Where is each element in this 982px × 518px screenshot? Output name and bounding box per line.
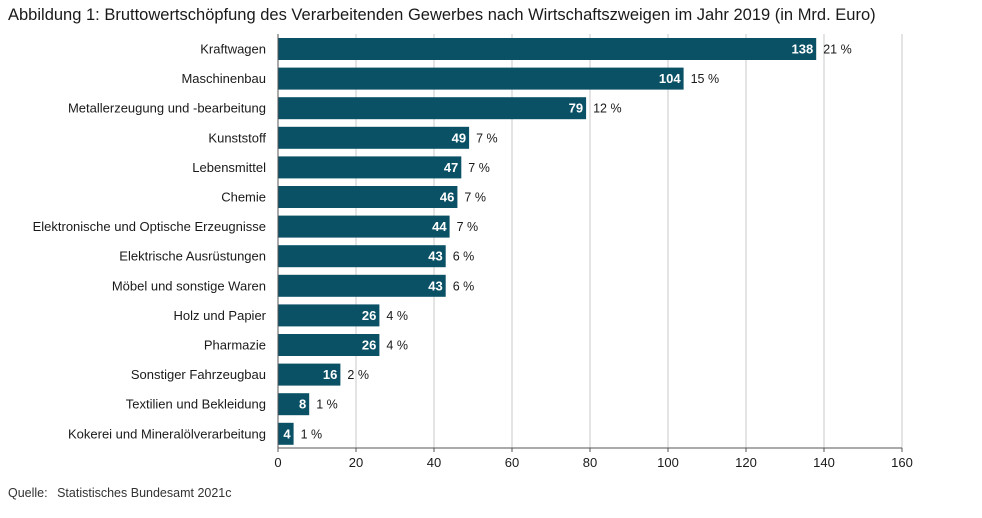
- bar: [278, 363, 341, 386]
- category-label: Sonstiger Fahrzeugbau: [131, 367, 266, 382]
- x-tick-label: 0: [274, 455, 281, 470]
- bar: [278, 334, 380, 356]
- x-tick-label: 20: [349, 455, 363, 470]
- category-label: Elektronische und Optische Erzeugnisse: [33, 219, 266, 234]
- source-text: Statistisches Bundesamt 2021c: [57, 486, 232, 500]
- category-label: Elektrische Ausrüstungen: [119, 249, 266, 264]
- bar: [278, 274, 446, 297]
- bar: [278, 215, 450, 238]
- gridlines: [355, 34, 903, 448]
- value-label: 26: [362, 308, 376, 323]
- percent-label: 6 %: [453, 279, 475, 293]
- bar: [278, 422, 294, 445]
- percent-label: 1 %: [316, 398, 338, 412]
- value-labels: 138 104 79 49 47 46 44 43 43 26 26 16 84: [283, 42, 813, 442]
- chart-title: Abbildung 1: Bruttowertschöpfung des Ver…: [8, 6, 876, 24]
- category-label: Maschinenbau: [181, 71, 266, 86]
- x-axis: 0 20 40 60 80 100 120 140 160: [274, 34, 913, 470]
- category-label: Kraftwagen: [200, 42, 266, 57]
- percent-label: 7 %: [457, 220, 479, 234]
- value-label: 44: [432, 219, 447, 234]
- bar: [278, 97, 587, 120]
- category-label: Kokerei und Mineralölverarbeitung: [68, 426, 266, 441]
- x-tick-label: 80: [583, 455, 597, 470]
- value-label: 104: [659, 71, 681, 86]
- percent-label: 4 %: [386, 309, 408, 323]
- source-note: Quelle: Statistisches Bundesamt 2021c: [8, 486, 232, 500]
- bar: [278, 67, 684, 90]
- percent-label: 12 %: [593, 102, 622, 116]
- value-label: 8: [299, 397, 306, 412]
- category-label: Kunststoff: [208, 130, 266, 145]
- percent-label: 7 %: [468, 161, 490, 175]
- value-label: 26: [362, 338, 376, 353]
- category-label: Lebensmittel: [192, 160, 266, 175]
- percent-label: 4 %: [386, 339, 408, 353]
- source-label: Quelle:: [8, 486, 48, 500]
- percent-label: 15 %: [691, 72, 720, 86]
- percent-label: 7 %: [476, 131, 498, 145]
- x-tick-label: 120: [735, 455, 757, 470]
- bar: [278, 393, 310, 416]
- x-tick-label: 160: [891, 455, 913, 470]
- bar: [278, 126, 470, 149]
- bar: [278, 38, 817, 60]
- value-label: 46: [440, 190, 454, 205]
- percent-labels: 21 % 15 % 12 % 7 % 7 % 7 % 7 % 6 % 6 % 4 % 4 % 2 % 1…: [301, 43, 852, 442]
- category-labels: Kraftwagen Maschinenbau Metallerzeugung un…: [33, 42, 267, 442]
- category-label: Holz und Papier: [174, 308, 267, 323]
- percent-label: 6 %: [453, 250, 475, 264]
- bar: [278, 245, 446, 268]
- category-label: Pharmazie: [204, 338, 266, 353]
- bar: [278, 156, 462, 179]
- x-tick-label: 140: [813, 455, 835, 470]
- x-tick-label: 60: [505, 455, 519, 470]
- category-label: Textilien und Bekleidung: [126, 397, 266, 412]
- percent-label: 7 %: [464, 191, 486, 205]
- value-label: 43: [428, 249, 442, 264]
- x-tick-label: 100: [657, 455, 679, 470]
- value-label: 49: [452, 130, 466, 145]
- value-label: 4: [283, 426, 291, 441]
- value-label: 16: [323, 367, 337, 382]
- percent-label: 1 %: [301, 427, 323, 441]
- category-label: Metallerzeugung und -bearbeitung: [68, 101, 266, 116]
- value-label: 79: [569, 101, 583, 116]
- category-label: Möbel und sonstige Waren: [112, 278, 266, 293]
- value-label: 43: [428, 278, 442, 293]
- value-label: 138: [791, 42, 813, 57]
- bar: [278, 186, 458, 208]
- percent-label: 2 %: [347, 368, 369, 382]
- x-tick-label: 40: [427, 455, 441, 470]
- percent-label: 21 %: [823, 43, 852, 57]
- value-label: 47: [444, 160, 458, 175]
- bar: [278, 304, 380, 327]
- category-label: Chemie: [221, 190, 266, 205]
- bars: [278, 38, 817, 445]
